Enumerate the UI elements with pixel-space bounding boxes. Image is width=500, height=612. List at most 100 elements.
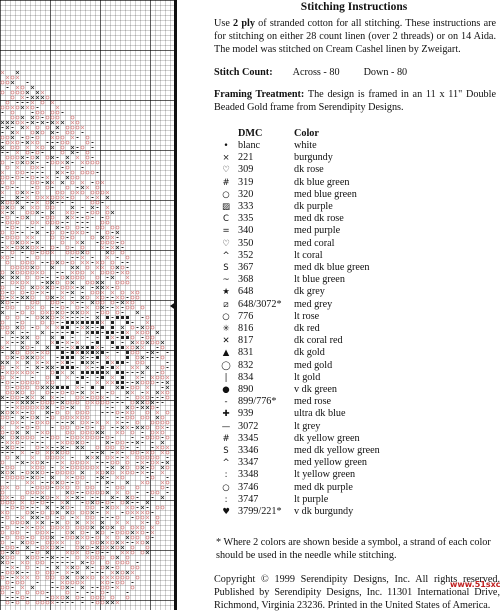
chart-stitch-mark: [91, 592, 94, 593]
chart-stitch-mark: [86, 321, 89, 324]
chart-stitch-mark: [71, 517, 74, 518]
chart-stitch-mark: [70, 300, 75, 305]
chart-stitch-mark: [56, 132, 59, 133]
chart-stitch-mark: [20, 520, 25, 525]
chart-stitch-mark: [115, 440, 120, 445]
chart-stitch-mark: [160, 365, 165, 370]
chart-stitch-mark: [116, 242, 119, 243]
chart-stitch-mark: [85, 150, 90, 155]
chart-stitch-mark: [166, 362, 169, 363]
chart-stitch-mark: [35, 200, 40, 205]
chart-stitch-mark: [125, 330, 130, 335]
chart-stitch-mark: [120, 290, 125, 295]
chart-stitch-mark: [70, 170, 75, 175]
chart-stitch-mark: [20, 505, 25, 510]
chart-stitch-mark: [36, 107, 39, 108]
chart-stitch-mark: [0, 135, 5, 140]
chart-stitch-mark: [50, 370, 55, 375]
chart-stitch-mark: [30, 180, 35, 185]
chart-stitch-mark: [130, 430, 135, 435]
chart-stitch-mark: [31, 172, 34, 173]
chart-stitch-mark: [20, 85, 25, 90]
framing-treatment: Framing Treatment: The design is framed …: [214, 88, 496, 114]
chart-stitch-mark: [135, 400, 140, 405]
chart-stitch-mark: [101, 371, 104, 374]
chart-stitch-mark: [10, 230, 15, 235]
chart-stitch-mark: [40, 250, 45, 255]
chart-stitch-mark: [10, 225, 15, 230]
chart-stitch-mark: [5, 440, 10, 445]
chart-stitch-mark: [70, 580, 75, 585]
key-row: ⧄ 648/3072* med grey: [214, 299, 380, 311]
chart-stitch-mark: [110, 495, 115, 500]
chart-stitch-mark: [1, 572, 4, 573]
chart-stitch-mark: [56, 371, 59, 374]
chart-stitch-mark: [160, 375, 165, 380]
chart-stitch-mark: [50, 570, 55, 575]
chart-stitch-mark: [166, 477, 169, 478]
chart-stitch-mark: [35, 525, 40, 530]
chart-stitch-mark: [135, 345, 140, 350]
chart-stitch-mark: [55, 565, 60, 570]
chart-stitch-mark: [41, 282, 44, 283]
chart-stitch-mark: [70, 135, 75, 140]
chart-stitch-mark: [31, 422, 34, 423]
chart-stitch-mark: [81, 427, 84, 428]
chart-stitch-mark: [100, 475, 105, 480]
chart-stitch-mark: [30, 410, 35, 415]
chart-stitch-mark: [65, 175, 70, 180]
chart-stitch-mark: [25, 270, 30, 275]
chart-stitch-mark: [25, 425, 30, 430]
chart-stitch-mark: [35, 570, 40, 575]
chart-stitch-mark: [45, 375, 50, 380]
intro-paragraph: Use 2 ply of stranded cotton for all sti…: [214, 17, 496, 56]
chart-stitch-mark: [35, 325, 40, 330]
chart-stitch-mark: [165, 380, 170, 385]
chart-stitch-mark: [30, 400, 35, 405]
chart-stitch-mark: [115, 410, 120, 415]
chart-stitch-mark: [160, 430, 165, 435]
key-row: S 3346 med dk yellow green: [214, 445, 379, 457]
chart-stitch-mark: [90, 205, 95, 210]
chart-stitch-mark: [156, 397, 159, 398]
chart-stitch-mark: [45, 345, 50, 350]
chart-stitch-mark: [90, 430, 95, 435]
key-row: ● 890 v dk green: [214, 384, 380, 396]
chart-stitch-mark: [51, 187, 54, 188]
chart-stitch-mark: [26, 172, 29, 173]
chart-stitch-mark: [120, 445, 125, 450]
chart-stitch-mark: [115, 580, 120, 585]
chart-stitch-mark: [85, 465, 90, 470]
chart-stitch-mark: [125, 390, 130, 395]
chart-stitch-mark: [136, 507, 139, 508]
chart-stitch-mark: [130, 305, 135, 310]
chart-stitch-mark: [101, 572, 104, 573]
chart-stitch-mark: [46, 437, 49, 438]
chart-stitch-mark: [91, 351, 94, 354]
chart-stitch-mark: [20, 320, 25, 325]
chart-stitch-mark: [150, 525, 155, 530]
key-color-name: v dk green: [294, 384, 337, 396]
chart-stitch-mark: [96, 392, 99, 393]
chart-stitch-mark: [30, 100, 35, 105]
chart-stitch-mark: [71, 247, 74, 248]
chart-stitch-mark: [100, 260, 105, 265]
key-color-name: dk grey: [294, 286, 325, 298]
chart-stitch-mark: [116, 346, 119, 349]
chart-stitch-mark: [136, 502, 139, 503]
chart-stitch-mark: [30, 295, 35, 300]
chart-stitch-mark: [71, 337, 74, 338]
chart-stitch-mark: [135, 350, 140, 355]
chart-stitch-mark: [105, 525, 110, 530]
key-dmc-number: 350: [238, 237, 254, 249]
chart-stitch-mark: [0, 105, 5, 110]
chart-stitch-mark: [45, 575, 50, 580]
chart-stitch-mark: [20, 400, 25, 405]
chart-stitch-mark: [46, 277, 49, 278]
chart-stitch-mark: [5, 465, 10, 470]
chart-stitch-mark: [61, 537, 64, 538]
chart-stitch-mark: [86, 562, 89, 563]
chart-stitch-mark: [85, 410, 90, 415]
chart-stitch-mark: [75, 125, 80, 130]
chart-stitch-mark: [125, 415, 130, 420]
